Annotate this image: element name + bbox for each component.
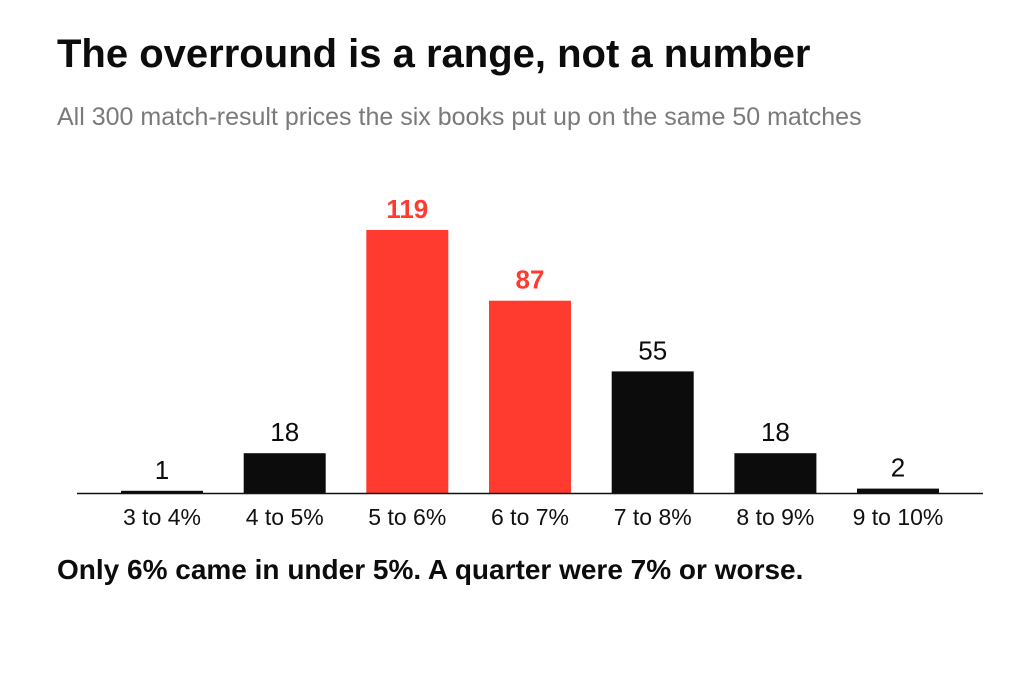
bar-value-label-4: 87 (516, 265, 545, 295)
bar-3 (366, 230, 449, 493)
x-tick-label-4: 6 to 7% (491, 504, 569, 530)
tick-labels-group: 3 to 4% 4 to 5% 5 to 6% 6 to 7% 7 to 8% 8 to … (123, 504, 943, 530)
chart-footnote: Only 6% came in under 5%. A quarter were… (57, 554, 804, 585)
value-labels-group: 1 18 119 87 55 18 2 (155, 194, 905, 485)
x-tick-label-7: 9 to 10% (853, 504, 944, 530)
x-tick-label-1: 3 to 4% (123, 504, 201, 530)
chart-title: The overround is a range, not a number (57, 32, 811, 76)
bar-value-label-3: 119 (386, 194, 428, 224)
bar-4 (489, 300, 571, 493)
bar-5 (611, 371, 694, 493)
bar-value-label-2: 18 (270, 417, 299, 447)
bar-value-label-1: 1 (155, 455, 169, 485)
bar-6 (734, 453, 817, 493)
bar-value-label-6: 18 (761, 417, 790, 447)
bar-value-label-7: 2 (891, 453, 905, 483)
x-tick-label-5: 7 to 8% (614, 504, 692, 530)
x-tick-label-3: 5 to 6% (368, 504, 446, 530)
bar-value-label-5: 55 (638, 335, 667, 365)
bars-group (121, 230, 939, 493)
x-tick-label-6: 8 to 9% (736, 504, 814, 530)
bar-7 (857, 488, 939, 493)
x-tick-label-2: 4 to 5% (246, 504, 324, 530)
bar-2 (243, 453, 326, 493)
bar-1 (121, 490, 203, 493)
chart-subtitle: All 300 match-result prices the six book… (57, 103, 862, 131)
